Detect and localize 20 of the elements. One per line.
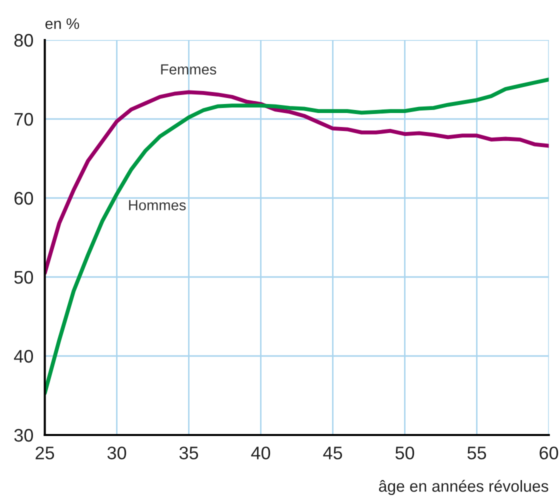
x-tick-label: 60 bbox=[540, 446, 558, 460]
x-tick-label: 25 bbox=[36, 446, 54, 460]
y-tick-label: 80 bbox=[14, 34, 33, 47]
y-tick-label: 70 bbox=[14, 112, 33, 126]
x-tick-label: 30 bbox=[107, 446, 126, 460]
y-tick-label: 40 bbox=[14, 350, 33, 363]
y-tick-label: 50 bbox=[14, 270, 33, 284]
line-series bbox=[44, 90, 549, 275]
y-axis-title: en % bbox=[45, 18, 80, 30]
y-tick-label: 60 bbox=[14, 192, 33, 205]
series-label: Femmes bbox=[161, 64, 216, 75]
x-tick-label: 45 bbox=[323, 446, 342, 460]
x-tick-label: 50 bbox=[395, 446, 414, 460]
y-tick-label: 30 bbox=[14, 428, 33, 442]
series-label: Hommes bbox=[129, 200, 186, 210]
x-tick-label: 40 bbox=[251, 446, 270, 460]
x-tick-label: 35 bbox=[179, 446, 198, 460]
line-series bbox=[44, 78, 549, 396]
x-axis-title: âge en années révolues bbox=[378, 480, 548, 495]
x-tick-label: 55 bbox=[467, 446, 486, 460]
